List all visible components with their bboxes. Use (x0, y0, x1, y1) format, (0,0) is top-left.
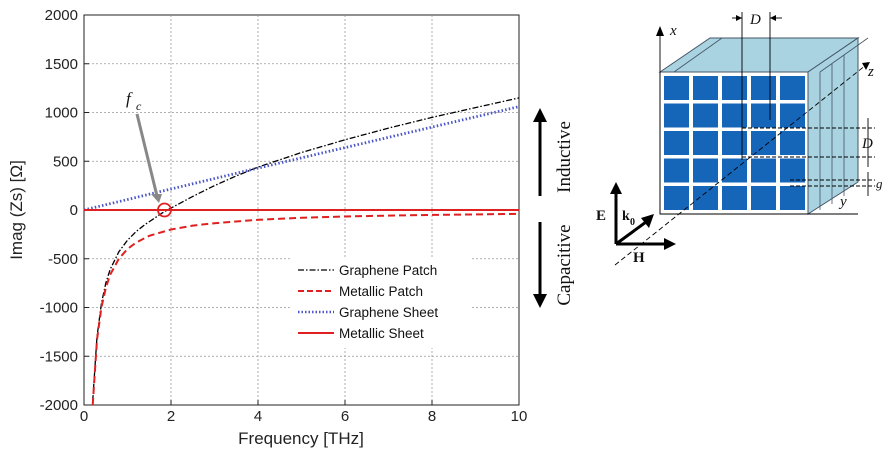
y-tick-label: 500 (53, 153, 78, 170)
z-axis-line (614, 64, 867, 266)
patch-cell (664, 103, 689, 128)
y-tick-label: -500 (48, 251, 78, 268)
legend-metallic-patch: Metallic Patch (339, 284, 423, 299)
patch-cell (722, 186, 747, 210)
patch-cell (664, 76, 689, 100)
patch-cell (693, 186, 718, 210)
legend: Graphene Patch Metallic Patch Graphene S… (290, 258, 470, 348)
patch-cell (751, 76, 776, 100)
patch-cell (693, 103, 718, 128)
x-axis-label: Frequency [THz] (238, 429, 364, 448)
E-arrow-head (610, 182, 622, 194)
period-dimension-right (742, 118, 875, 196)
impedance-chart: -2000 -1500 -1000 -500 0 500 1000 1500 2000 0 2 4 6… (7, 7, 575, 448)
patch-cell (751, 103, 776, 128)
x-tick-label: 4 (254, 408, 262, 425)
H-arrow-head (664, 238, 676, 250)
x-axis-arrow (656, 26, 664, 36)
x-tick-labels: 0 2 4 6 8 10 (80, 408, 528, 425)
capacitive-arrow: Capacitive (533, 222, 575, 308)
inductive-arrow-head (533, 108, 547, 122)
y-tick-label: 0 (70, 202, 78, 219)
k-vector-arrow (615, 220, 647, 246)
inductive-label: Inductive (554, 121, 575, 193)
patch-cell (664, 186, 689, 210)
capacitive-arrow-head (533, 294, 547, 308)
patch-cell (780, 186, 805, 210)
patch-cell (751, 186, 776, 210)
z-axis-name: z (867, 64, 874, 80)
fc-label-sub: c (136, 99, 142, 113)
x-tick-label: 8 (428, 408, 436, 425)
patch-cell (722, 76, 747, 100)
fc-arrow-head (151, 194, 162, 203)
x-axis-name: x (669, 23, 677, 39)
y-axis-name: y (838, 194, 847, 210)
y-tick-label: 1500 (45, 56, 78, 73)
H-label: H (633, 250, 645, 266)
dimension-D-right: D (861, 136, 873, 152)
y-tick-labels: -2000 -1500 -1000 -500 0 500 1000 1500 2000 (40, 7, 78, 414)
fc-annotation: f c (126, 89, 172, 218)
patch-cell (751, 158, 776, 183)
fc-label: f (126, 89, 133, 108)
cube-layer-lines (673, 37, 869, 210)
series-metallic-patch (91, 212, 520, 406)
k-label-sub: 0 (630, 217, 635, 228)
dim-arrow-2 (770, 15, 776, 21)
patch-cell (693, 131, 718, 155)
patch-cell (664, 158, 689, 183)
y-tick-label: 2000 (45, 7, 78, 24)
x-tick-label: 2 (167, 408, 175, 425)
patch-cell (664, 131, 689, 155)
z-axis-arrow (862, 62, 870, 70)
dim-arrow-1 (736, 15, 742, 21)
legend-graphene-sheet: Graphene Sheet (339, 305, 438, 320)
x-tick-label: 10 (511, 408, 528, 425)
patch-array (664, 76, 805, 210)
legend-graphene-patch: Graphene Patch (339, 263, 437, 278)
patch-cell (722, 103, 747, 128)
patch-cell (751, 131, 776, 155)
inductive-arrow: Inductive (533, 108, 575, 196)
metasurface-diagram: x y z D D g E H (596, 12, 882, 266)
fc-arrow-line (135, 113, 159, 197)
gap-label: g (876, 176, 882, 191)
x-tick-label: 0 (80, 408, 88, 425)
y-axis-label: Imag (Zs) [Ω] (7, 160, 26, 260)
k-arrow-head (641, 214, 654, 228)
patch-cell (780, 131, 805, 155)
patch-cell (722, 158, 747, 183)
patch-cell (693, 76, 718, 100)
legend-metallic-sheet: Metallic Sheet (339, 326, 424, 341)
dimension-D-top: D (749, 12, 761, 28)
patch-cell (722, 131, 747, 155)
k-label: k (622, 209, 630, 224)
y-tick-label: -1000 (40, 300, 78, 317)
y-tick-label: 1000 (45, 105, 78, 122)
patch-cell (693, 158, 718, 183)
patch-cell (780, 76, 805, 100)
y-tick-label: -2000 (40, 397, 78, 414)
capacitive-label: Capacitive (554, 224, 575, 305)
fc-crossing-marker (157, 202, 172, 218)
y-tick-label: -1500 (40, 348, 78, 365)
x-tick-label: 6 (341, 408, 349, 425)
E-label: E (596, 208, 606, 224)
patch-cell (780, 158, 805, 183)
